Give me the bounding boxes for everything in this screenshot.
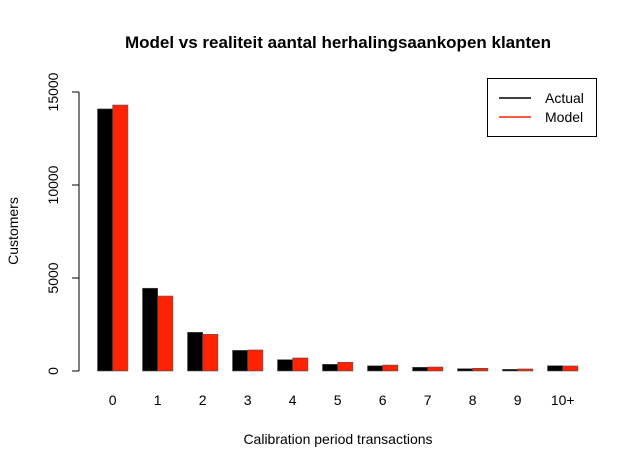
bar-actual bbox=[547, 365, 563, 372]
bar-model bbox=[427, 366, 444, 372]
y-tick-label: 5000 bbox=[45, 262, 61, 293]
bar-actual bbox=[187, 332, 203, 372]
legend-label: Model bbox=[545, 109, 583, 125]
x-tick-label: 4 bbox=[289, 392, 297, 408]
bar-actual bbox=[322, 364, 338, 372]
bar-actual bbox=[277, 359, 293, 372]
bar-model bbox=[517, 368, 534, 372]
x-tick-label: 7 bbox=[424, 392, 432, 408]
bar-model bbox=[382, 364, 399, 372]
x-axis-label: Calibration period transactions bbox=[243, 431, 432, 447]
y-tick-label: 15000 bbox=[45, 72, 61, 111]
bar-actual bbox=[142, 287, 158, 372]
x-tick-label: 9 bbox=[514, 392, 522, 408]
bar-actual bbox=[232, 350, 248, 372]
bar-actual bbox=[97, 108, 113, 372]
bar-actual bbox=[412, 366, 428, 372]
bar-actual bbox=[367, 365, 383, 372]
y-axis-label: Customers bbox=[5, 197, 21, 265]
x-tick-label: 8 bbox=[469, 392, 477, 408]
bar-model bbox=[202, 334, 219, 372]
bar-model bbox=[292, 357, 309, 372]
y-axis: 0 5000 10000 15000 bbox=[45, 72, 80, 375]
y-tick-label: 10000 bbox=[45, 165, 61, 204]
chart-title: Model vs realiteit aantal herhalingsaank… bbox=[125, 33, 551, 52]
bar-model bbox=[247, 349, 264, 372]
legend-label: Actual bbox=[545, 90, 584, 106]
bar-actual bbox=[457, 368, 473, 372]
bar-actual bbox=[502, 369, 518, 372]
x-tick-label: 2 bbox=[199, 392, 207, 408]
bar-model bbox=[112, 104, 129, 372]
x-tick-label: 10+ bbox=[551, 392, 575, 408]
bar-model bbox=[562, 365, 579, 372]
bar-model bbox=[472, 368, 489, 372]
x-tick-labels: 0 1 2 3 4 5 6 7 8 9 10+ bbox=[109, 392, 575, 408]
legend: Actual Model bbox=[487, 78, 597, 137]
bar-model bbox=[337, 361, 354, 372]
x-tick-label: 3 bbox=[244, 392, 252, 408]
bar-model bbox=[157, 295, 174, 372]
bars bbox=[97, 104, 579, 372]
x-tick-label: 0 bbox=[109, 392, 117, 408]
y-tick-label: 0 bbox=[45, 367, 61, 375]
x-tick-label: 5 bbox=[334, 392, 342, 408]
x-tick-label: 1 bbox=[154, 392, 162, 408]
x-tick-label: 6 bbox=[379, 392, 387, 408]
